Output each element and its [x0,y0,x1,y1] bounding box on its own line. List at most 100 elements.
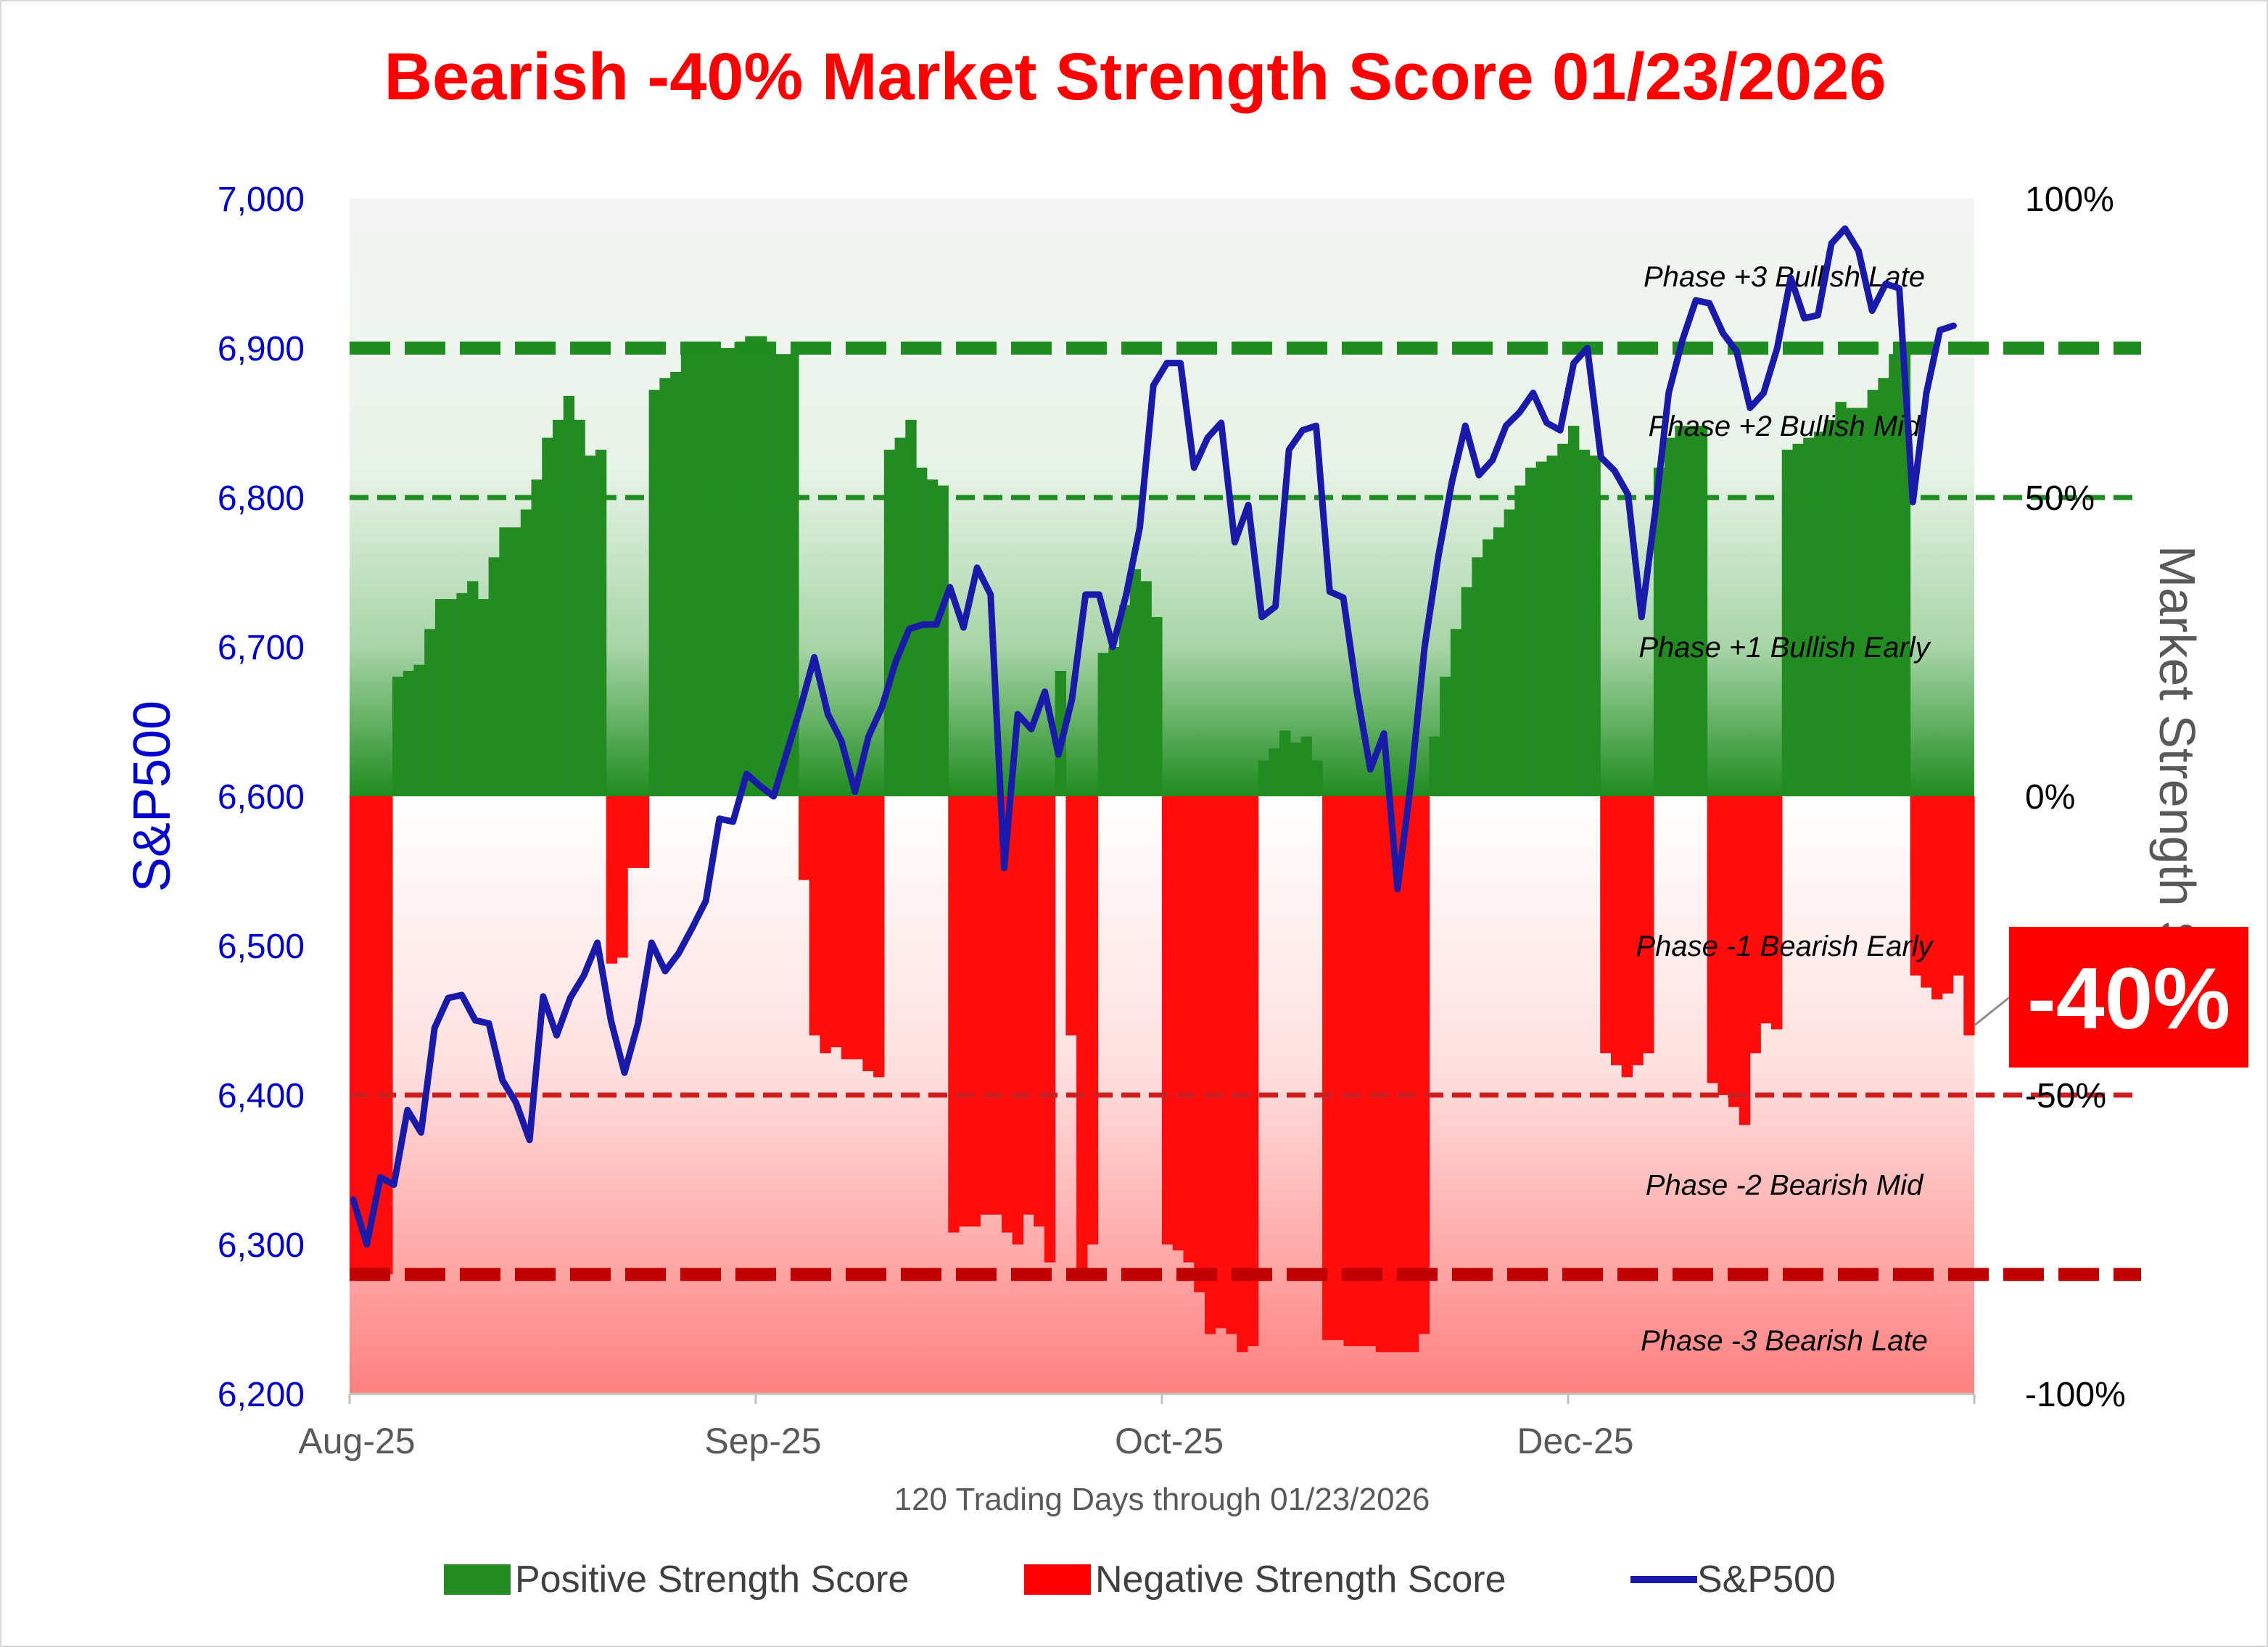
bar-positive [1279,730,1291,796]
bar-positive [510,527,521,796]
bar-positive [1653,467,1665,796]
bar-positive [403,670,415,796]
bar-positive [413,664,425,796]
bar-positive [1889,354,1900,796]
bar-negative [1322,796,1334,1340]
bar-positive [1504,509,1515,796]
legend: Positive Strength Score Negative Strengt… [444,1559,1836,1601]
bar-positive [1803,437,1815,796]
bar-negative [627,796,639,868]
bar-negative [798,796,810,880]
bar-negative [1707,796,1718,1083]
bar-positive [723,348,735,796]
bar-negative [1332,796,1345,1340]
bar-positive [1129,569,1142,796]
bar-negative [980,796,991,1215]
bar-positive [563,395,575,796]
legend-swatch-positive [444,1564,511,1595]
bar-positive [745,336,756,796]
bar-negative [1215,796,1227,1329]
legend-swatch-negative [1024,1564,1091,1595]
y-tick-left: 6,600 [218,778,305,817]
bar-negative [1963,796,1975,1036]
bar-negative [1397,796,1409,1353]
bar-negative [809,796,821,1036]
bar-positive [1792,443,1804,796]
bar-positive [905,419,917,796]
y-tick-left: 6,500 [218,928,305,966]
bar-positive [734,342,746,796]
bar-negative [382,796,393,1275]
bar-positive [1525,467,1537,796]
bar-positive [1557,443,1569,796]
phase-labels: Phase +3 Bullish Late Phase +2 Bullish Mi… [1636,261,1934,1357]
bar-positive [1119,605,1131,796]
bar-positive [1856,408,1868,796]
bar-negative [862,796,874,1072]
y-axis-right-ticks: 100% 50% 0% -50% -100% [2025,181,2126,1414]
bar-negative [1034,796,1045,1227]
bar-negative [1643,796,1654,1054]
bar-negative [1739,796,1751,1126]
bar-positive [477,599,490,796]
bar-positive [691,348,703,796]
bar-negative [617,796,628,958]
bar-positive [1472,557,1483,796]
reference-lines [350,342,2141,1281]
y-tick-right: 100% [2025,181,2114,219]
callout-leader-line [1974,995,2011,1027]
bar-negative [1610,796,1622,1065]
bar-positive [542,437,553,796]
bar-negative [1194,796,1205,1292]
x-tick-label: Sep-25 [704,1421,821,1461]
bar-negative [1749,796,1761,1054]
x-axis-ticks: Aug-25 Sep-25 Oct-25 Dec-25 [298,1394,1976,1461]
chart-title: Bearish -40% Market Strength Score 01/23… [384,40,1886,114]
bar-negative [1162,796,1174,1244]
x-tick-label: Dec-25 [1517,1421,1633,1461]
bar-negative [1172,796,1184,1251]
bar-positive [1835,402,1847,796]
bar-positive [434,599,447,796]
legend-label-sp500: S&P500 [1697,1559,1836,1601]
bar-positive [445,599,457,796]
bar-negative [1001,796,1013,1233]
bar-positive [883,450,896,796]
bar-positive [574,419,585,796]
y-tick-left: 6,700 [218,629,305,667]
x-axis-title: 120 Trading Days through 01/23/2026 [894,1482,1430,1517]
bar-positive [788,354,799,796]
bar-positive [756,336,767,796]
bar-positive [1493,527,1505,796]
bar-positive [1781,450,1794,796]
bar-positive [766,354,778,796]
bar-positive [916,467,928,796]
bar-positive [1140,581,1152,796]
bar-negative [606,796,618,964]
y-tick-left: 6,300 [218,1226,305,1265]
bar-positive [1108,647,1120,796]
bar-positive [1461,587,1472,796]
bar-positive [1535,461,1548,796]
bar-positive [926,479,939,796]
y-tick-right: 0% [2025,778,2075,817]
bar-negative [638,796,650,868]
bar-positive [894,437,906,796]
bar-negative [1910,796,1921,976]
bar-positive [553,419,564,796]
bar-negative [350,796,361,1275]
bar-positive [499,527,511,796]
bar-negative [1632,796,1644,1065]
bar-negative [1931,796,1943,1000]
bar-positive [648,389,660,796]
phase-label: Phase +2 Bullish Mid [1649,410,1921,442]
bar-positive [680,354,693,796]
bar-negative [1247,796,1259,1347]
bar-negative [1086,796,1099,1244]
bar-positive [1440,677,1451,796]
bar-negative [1076,796,1088,1268]
bar-positive [937,485,949,796]
bar-negative [1354,796,1366,1347]
sp500-line [350,225,1957,1248]
